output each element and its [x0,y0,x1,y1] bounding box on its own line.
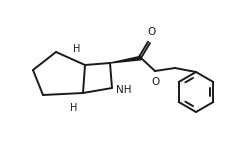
Text: H: H [70,103,78,113]
Text: O: O [147,27,155,37]
Polygon shape [110,56,141,63]
Text: O: O [152,77,160,87]
Text: H: H [73,44,81,54]
Text: NH: NH [116,85,132,95]
